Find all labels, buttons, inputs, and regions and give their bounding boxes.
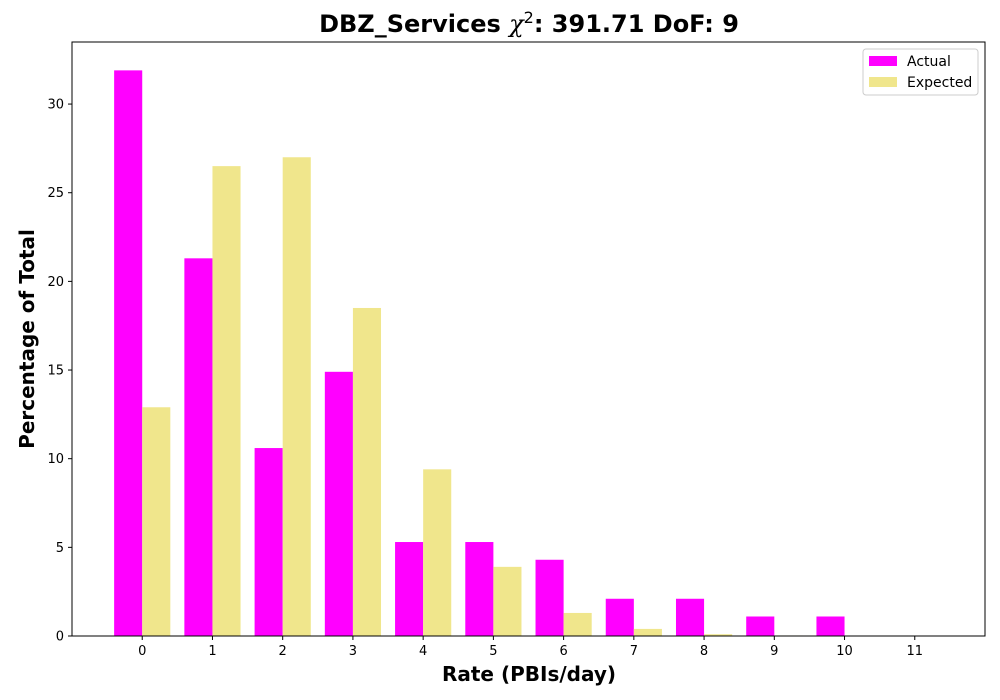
y-tick-label: 30	[47, 98, 64, 113]
bar-actual-9	[746, 616, 775, 636]
x-tick-label: 4	[419, 644, 427, 659]
bar-expected-2	[282, 157, 311, 637]
x-axis-label: Rate (PBIs/day)	[442, 662, 616, 686]
x-axis-ticks: 0 1 2 3 4 5 6 7 8 9 10 11	[138, 636, 923, 659]
x-tick-label: 1	[208, 644, 216, 659]
x-tick-label: 0	[138, 644, 146, 659]
y-tick-label: 10	[47, 452, 64, 467]
bar-actual-5	[465, 542, 494, 636]
x-tick-label: 2	[279, 644, 287, 659]
bar-expected-3	[352, 307, 382, 636]
x-tick-label: 7	[630, 644, 638, 659]
x-tick-label: 8	[700, 644, 708, 659]
y-axis-label: Percentage of Total	[15, 229, 39, 449]
legend-swatch-expected	[869, 77, 897, 87]
y-tick-label: 15	[47, 364, 64, 379]
bar-actual-4	[395, 542, 424, 636]
legend: Actual Expected	[862, 48, 979, 96]
legend-label-expected: Expected	[907, 75, 972, 91]
bar-actual-7	[605, 598, 634, 636]
bar-actual-2	[254, 448, 283, 636]
chart-title: DBZ_Services χ2: 391.71 DoF: 9	[319, 8, 739, 38]
y-tick-label: 25	[47, 186, 64, 201]
bar-expected-5	[493, 566, 522, 636]
bar-actual-0	[114, 70, 143, 637]
x-tick-label: 5	[489, 644, 497, 659]
bar-actual-1	[184, 258, 213, 636]
x-tick-label: 10	[836, 644, 853, 659]
bar-actual-3	[324, 371, 353, 636]
x-tick-label: 3	[349, 644, 357, 659]
y-tick-label: 0	[56, 630, 64, 645]
y-tick-label: 5	[56, 541, 64, 556]
legend-swatch-actual	[869, 56, 897, 66]
y-tick-label: 20	[47, 275, 64, 290]
x-tick-label: 11	[906, 644, 923, 659]
y-axis-ticks: 0 5 10 15 20 25 30	[47, 98, 72, 645]
x-tick-label: 6	[559, 644, 567, 659]
bar-actual-10	[816, 616, 845, 636]
bar-expected-1	[212, 166, 241, 637]
bars-layer	[114, 70, 845, 637]
legend-label-actual: Actual	[907, 54, 951, 70]
bar-expected-8	[704, 634, 733, 636]
bar-expected-7	[633, 628, 662, 636]
bar-expected-4	[423, 469, 452, 636]
bar-actual-6	[535, 559, 564, 636]
bar-actual-8	[675, 598, 705, 636]
bar-expected-0	[142, 407, 171, 636]
plot-frame	[71, 41, 986, 637]
x-tick-label: 9	[770, 644, 778, 659]
bar-expected-6	[563, 612, 592, 636]
